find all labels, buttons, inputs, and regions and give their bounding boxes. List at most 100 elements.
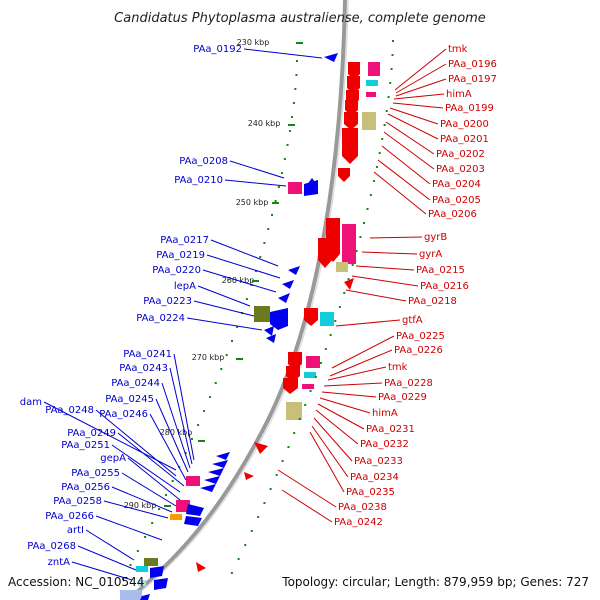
track-dot (351, 264, 354, 266)
forward-gene-label: PAa_0229 (378, 392, 427, 403)
gene-block (342, 224, 356, 264)
track-dot (281, 460, 284, 462)
gene-block (254, 306, 270, 322)
forward-gene-label: PAa_0200 (440, 119, 489, 130)
label-leader-line (395, 63, 447, 94)
reverse-gene-label: PAa_0241 (123, 349, 172, 360)
label-leader-line (317, 403, 365, 430)
label-leader-line (210, 239, 279, 267)
gene-block (362, 112, 376, 130)
forward-gene-label: PAa_0242 (334, 517, 383, 528)
gene-arrow (283, 378, 298, 394)
label-leader-line (315, 409, 359, 445)
track-dot (144, 536, 147, 538)
backbone-end-segment (120, 590, 142, 600)
forward-gene-labels: tmk PAa_0196 PAa_0197 himA PAa_0199 PAa_0200 P… (334, 44, 497, 528)
gene-arrow (344, 278, 354, 290)
gene-arrow (244, 472, 254, 480)
track-dot (283, 158, 286, 160)
track-dot (359, 236, 362, 238)
gene-block (336, 262, 348, 272)
track-dot (259, 256, 262, 258)
track-dot (298, 418, 301, 420)
track-dot (347, 278, 350, 280)
reverse-gene-label: PAa_0268 (27, 541, 76, 552)
forward-gene-label: PAa_0233 (354, 456, 403, 467)
track-dot (369, 194, 372, 196)
gene-block (306, 356, 320, 368)
track-dot (293, 432, 296, 434)
gene-arrow (264, 326, 274, 336)
label-leader-line (161, 382, 191, 469)
track-dot (190, 438, 193, 440)
track-dot (295, 74, 298, 76)
track-dot (129, 564, 132, 566)
track-dot (383, 124, 386, 126)
label-leader-line (224, 179, 287, 187)
reverse-gene-label: PAa_0210 (174, 175, 223, 186)
reverse-gene-label: PAa_0243 (119, 363, 168, 374)
label-leader-line (155, 398, 189, 473)
gene-arrow (186, 504, 204, 516)
label-leader-line (71, 561, 133, 581)
gene-arrow (204, 476, 220, 484)
label-leader-line (169, 367, 193, 465)
reverse-gene-label: PAa_0219 (156, 250, 205, 261)
gene-block (170, 514, 182, 520)
reverse-gene-labels: PAa_0192 PAa_0208 PAa_0210 PAa_0217 PAa_0219… (20, 44, 242, 568)
label-leader-line (329, 349, 393, 377)
accession-text: Accession: NC_010544 (8, 575, 144, 589)
track-dot (231, 340, 234, 342)
forward-gene-label: PAa_0196 (448, 59, 497, 70)
forward-gene-cluster-2 (304, 218, 356, 326)
track-dot (263, 502, 266, 504)
track-dot (385, 110, 388, 112)
kbp-tick-mark (296, 42, 303, 44)
kbp-tick-mark (288, 124, 295, 126)
gene-arrow (306, 178, 318, 186)
label-leader-line (369, 236, 423, 239)
forward-gene-label: PAa_0228 (384, 378, 433, 389)
forward-gene-label: gyrB (424, 232, 447, 243)
forward-gene-label: PAa_0232 (360, 439, 409, 450)
gene-arrow (216, 452, 230, 460)
label-leader-line (383, 131, 435, 170)
label-leader-line (311, 425, 349, 478)
gene-arrow (154, 578, 168, 590)
gene-arrow (304, 308, 318, 326)
reverse-gene-label: PAa_0217 (160, 235, 209, 246)
label-leader-line (323, 382, 383, 387)
label-leader-line (351, 275, 419, 287)
track-dot (381, 138, 384, 140)
track-dot (230, 572, 233, 574)
track-dot (236, 326, 239, 328)
label-leader-line (186, 317, 263, 331)
kbp-tick-mark (198, 440, 205, 442)
track-dot (245, 298, 248, 300)
gene-arrow (200, 484, 216, 492)
forward-gene-label: PAa_0226 (394, 345, 443, 356)
label-leader-line (321, 391, 377, 398)
label-leader-line (95, 409, 177, 477)
track-dot (363, 222, 366, 224)
forward-gene-label: PAa_0201 (440, 134, 489, 145)
label-leader-line (202, 269, 277, 293)
forward-gene-label: PAa_0235 (346, 487, 395, 498)
label-leader-line (95, 515, 163, 541)
track-dot (122, 578, 125, 580)
gene-arrow (347, 76, 360, 94)
track-dot (334, 320, 337, 322)
gene-block (176, 500, 190, 512)
label-leader-line (121, 472, 177, 507)
kbp-tick-label: 280 kbp (160, 428, 193, 437)
reverse-gene-label: lepA (174, 281, 196, 292)
track-dot (375, 166, 378, 168)
label-leader-line (149, 413, 187, 481)
gene-block (366, 80, 378, 86)
label-leader-line (103, 500, 169, 519)
forward-gene-label: PAa_0216 (420, 281, 469, 292)
track-dot (136, 550, 139, 552)
reverse-gene-label: zntA (48, 557, 71, 568)
label-leader-line (387, 113, 439, 140)
reverse-gene-label: gepA (100, 453, 126, 464)
